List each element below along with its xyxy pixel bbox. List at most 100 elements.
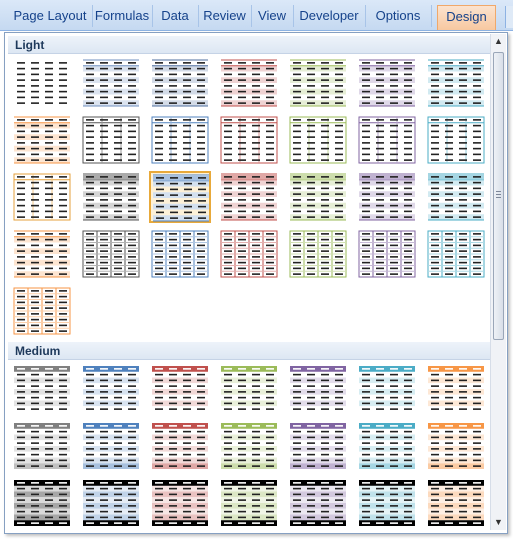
medium-table-style-5[interactable]: [287, 363, 349, 415]
medium-table-style-19[interactable]: [287, 477, 349, 529]
table-style-preview-icon: [151, 116, 209, 164]
tab-view[interactable]: View: [251, 5, 294, 27]
table-style-preview-icon: [83, 423, 139, 469]
table-style-preview-icon: [83, 173, 139, 221]
table-style-preview-icon: [13, 173, 71, 221]
table-style-preview-icon: [83, 366, 139, 412]
medium-table-style-16[interactable]: [80, 477, 142, 529]
tab-developer[interactable]: Developer: [293, 5, 366, 27]
table-style-preview-icon: [427, 230, 485, 278]
table-style-preview-icon: [221, 480, 277, 526]
tab-design[interactable]: Design: [437, 5, 496, 30]
light-table-style-29[interactable]: [11, 285, 73, 337]
medium-table-style-3[interactable]: [149, 363, 211, 415]
scrollbar-thumb[interactable]: [493, 52, 504, 340]
table-style-preview-icon: [14, 423, 70, 469]
table-style-preview-icon: [220, 116, 278, 164]
medium-table-style-4[interactable]: [218, 363, 280, 415]
table-style-preview-icon: [14, 230, 70, 278]
scrollbar-grip-icon: [496, 191, 501, 199]
table-style-preview-icon: [290, 480, 346, 526]
medium-table-style-9[interactable]: [80, 420, 142, 472]
table-style-preview-icon: [359, 480, 415, 526]
table-style-preview-icon: [428, 423, 484, 469]
light-table-style-13[interactable]: [356, 114, 418, 166]
medium-table-style-18[interactable]: [218, 477, 280, 529]
table-style-preview-icon: [221, 423, 277, 469]
light-table-style-2[interactable]: [80, 57, 142, 109]
light-table-style-27[interactable]: [356, 228, 418, 280]
light-table-style-14[interactable]: [425, 114, 487, 166]
medium-table-style-1[interactable]: [11, 363, 73, 415]
medium-table-style-15[interactable]: [11, 477, 73, 529]
table-style-preview-icon: [153, 174, 209, 222]
table-style-preview-icon: [428, 173, 484, 221]
table-style-preview-icon: [152, 423, 208, 469]
light-table-style-9[interactable]: [80, 114, 142, 166]
light-table-style-26[interactable]: [287, 228, 349, 280]
table-style-preview-icon: [289, 230, 347, 278]
table-style-preview-icon: [358, 230, 416, 278]
light-table-style-12[interactable]: [287, 114, 349, 166]
scroll-down-arrow-icon[interactable]: ▼: [494, 517, 503, 527]
light-table-style-8[interactable]: [11, 114, 73, 166]
light-table-style-28[interactable]: [425, 228, 487, 280]
medium-table-style-21[interactable]: [425, 477, 487, 529]
medium-table-style-8[interactable]: [11, 420, 73, 472]
light-table-style-25[interactable]: [218, 228, 280, 280]
table-style-preview-icon: [221, 366, 277, 412]
table-style-preview-icon: [83, 59, 139, 107]
table-style-preview-icon: [290, 173, 346, 221]
tab-formulas[interactable]: Formulas: [92, 5, 153, 27]
table-style-preview-icon: [13, 287, 71, 335]
table-style-preview-icon: [14, 480, 70, 526]
table-style-preview-icon: [17, 62, 67, 104]
medium-table-style-2[interactable]: [80, 363, 142, 415]
light-table-style-24[interactable]: [149, 228, 211, 280]
table-style-preview-icon: [14, 116, 70, 164]
tab-options[interactable]: Options: [365, 5, 432, 27]
scroll-up-arrow-icon[interactable]: ▲: [494, 36, 503, 46]
medium-table-style-10[interactable]: [149, 420, 211, 472]
light-table-style-15[interactable]: [11, 171, 73, 223]
medium-table-style-11[interactable]: [218, 420, 280, 472]
tab-data[interactable]: Data: [152, 5, 199, 27]
medium-table-style-14[interactable]: [425, 420, 487, 472]
table-style-preview-icon: [359, 59, 415, 107]
light-table-style-21[interactable]: [425, 171, 487, 223]
tab-review[interactable]: Review: [198, 5, 252, 27]
light-table-style-4[interactable]: [218, 57, 280, 109]
light-table-style-19[interactable]: [287, 171, 349, 223]
medium-table-style-6[interactable]: [356, 363, 418, 415]
table-style-preview-icon: [428, 480, 484, 526]
medium-table-style-20[interactable]: [356, 477, 418, 529]
light-table-style-17[interactable]: [149, 171, 211, 223]
light-table-style-20[interactable]: [356, 171, 418, 223]
light-table-style-1[interactable]: [11, 57, 73, 109]
medium-table-style-12[interactable]: [287, 420, 349, 472]
table-style-preview-icon: [221, 59, 277, 107]
table-style-preview-icon: [359, 423, 415, 469]
light-table-style-6[interactable]: [356, 57, 418, 109]
light-table-style-18[interactable]: [218, 171, 280, 223]
gallery-scrollbar[interactable]: ▲ ▼: [490, 34, 506, 530]
table-style-preview-icon: [428, 59, 484, 107]
light-table-style-5[interactable]: [287, 57, 349, 109]
medium-table-style-7[interactable]: [425, 363, 487, 415]
light-table-style-23[interactable]: [80, 228, 142, 280]
section-header-medium: Medium: [8, 342, 490, 360]
medium-table-style-17[interactable]: [149, 477, 211, 529]
tab-page-layout[interactable]: Page Layout: [8, 5, 93, 27]
light-table-style-22[interactable]: [11, 228, 73, 280]
table-style-preview-icon: [290, 423, 346, 469]
light-table-style-16[interactable]: [80, 171, 142, 223]
ribbon-overflow-edge: [505, 6, 513, 28]
section-header-light: Light: [8, 36, 490, 54]
light-table-style-11[interactable]: [218, 114, 280, 166]
table-style-preview-icon: [359, 173, 415, 221]
light-table-style-7[interactable]: [425, 57, 487, 109]
light-table-style-10[interactable]: [149, 114, 211, 166]
medium-table-style-13[interactable]: [356, 420, 418, 472]
table-style-preview-icon: [151, 230, 209, 278]
light-table-style-3[interactable]: [149, 57, 211, 109]
